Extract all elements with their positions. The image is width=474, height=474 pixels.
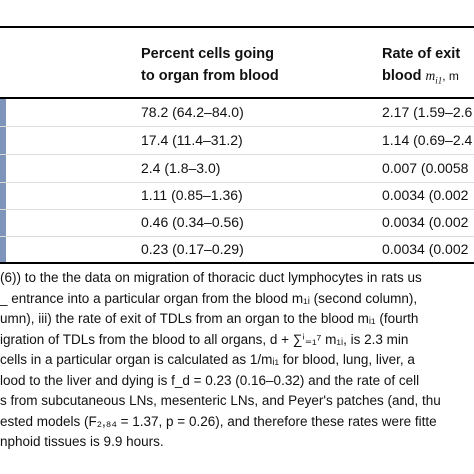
table-row: 0.46 (0.34–0.56) 0.0034 (0.002 — [0, 209, 474, 236]
rate-cell: 2.17 (1.59–2.6 — [382, 104, 473, 120]
footnote-line-3: umn), iii) the rate of exit of TDLs from… — [0, 311, 419, 326]
blue-edge-1 — [0, 127, 6, 154]
column-header-percent: Percent cells going to organ from blood — [141, 43, 279, 87]
percent-cell: 0.23 (0.17–0.29) — [141, 241, 244, 257]
column-header-rate-line2: blood mi1, m — [382, 65, 460, 92]
table-row: 17.4 (11.4–31.2) 1.14 (0.69–2.4 — [0, 127, 474, 154]
footnote-line-6: lood to the liver and dying is f_d = 0.2… — [0, 372, 420, 388]
row-separator — [0, 126, 474, 127]
footnote-line-5: cells in a particular organ is calculate… — [0, 352, 415, 367]
table-footnote: (6)) to the the data on migration of tho… — [0, 268, 474, 453]
column-header-percent-line2: to organ from blood — [141, 68, 279, 84]
footnote-line-4: igration of TDLs from the blood to all o… — [0, 331, 409, 347]
rate-cell: 0.007 (0.0058 — [382, 160, 469, 176]
table-row: 1.11 (0.85–1.36) 0.0034 (0.002 — [0, 182, 474, 209]
rate-cell: 0.0034 (0.002 — [382, 241, 469, 257]
footnote-line-7: s from subcutaneous LNs, mesenteric LNs,… — [0, 393, 441, 408]
column-header-rate-blood: blood — [382, 68, 422, 84]
table-row: 78.2 (64.2–84.0) 2.17 (1.59–2.6 — [0, 99, 474, 126]
footnote-line-2: _ entrance into a particular organ from … — [0, 290, 418, 306]
percent-cell: 0.46 (0.34–0.56) — [141, 214, 244, 230]
footnote-line-1: (6)) to the the data on migration of tho… — [0, 270, 422, 285]
column-header-rate-symbol: mi1 — [425, 68, 443, 86]
footnote-line-9: nphoid tissues is 9.9 hours. — [0, 434, 164, 449]
table-bottom-rule — [0, 262, 474, 264]
row-separator — [0, 209, 474, 210]
footnote-line-8: ested models (F₂,₈₄ = 1.37, p = 0.26), a… — [0, 413, 437, 429]
table-row: 0.23 (0.17–0.29) 0.0034 (0.002 — [0, 236, 474, 263]
percent-cell: 2.4 (1.8–3.0) — [141, 160, 221, 176]
percent-cell: 78.2 (64.2–84.0) — [141, 104, 244, 120]
blue-edge-2 — [0, 155, 6, 182]
column-header-rate-trail: , m — [442, 69, 459, 83]
table-row: 2.4 (1.8–3.0) 0.007 (0.0058 — [0, 155, 474, 182]
blue-edge-0 — [0, 99, 6, 126]
table-header-rule — [0, 97, 474, 99]
rate-cell: 1.14 (0.69–2.4 — [382, 132, 473, 148]
column-header-percent-line1: Percent cells going — [141, 46, 274, 62]
percent-cell: 17.4 (11.4–31.2) — [141, 132, 243, 148]
rate-cell: 0.0034 (0.002 — [382, 214, 469, 230]
row-separator — [0, 236, 474, 237]
row-separator — [0, 182, 474, 183]
blue-edge-4 — [0, 210, 6, 236]
row-separator — [0, 154, 474, 155]
column-header-rate-line1: Rate of exit — [382, 46, 461, 62]
column-header-rate: Rate of exit blood mi1, m — [382, 43, 460, 92]
blue-edge-5 — [0, 237, 6, 262]
blue-edge-3 — [0, 183, 6, 209]
table-top-rule — [0, 26, 474, 28]
percent-cell: 1.11 (0.85–1.36) — [141, 187, 243, 203]
rate-cell: 0.0034 (0.002 — [382, 187, 469, 203]
